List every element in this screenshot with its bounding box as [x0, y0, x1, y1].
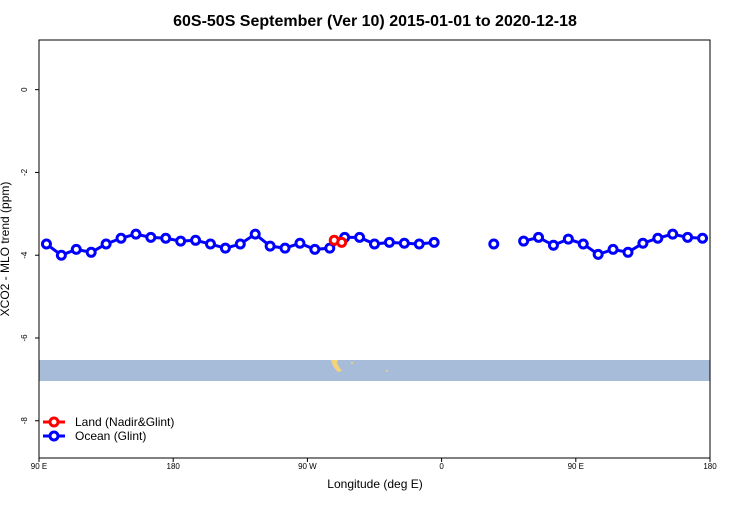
- land-shape: [351, 362, 353, 364]
- data-point: [145, 231, 157, 243]
- y-tick-label: -6: [20, 334, 29, 342]
- data-point: [369, 238, 380, 250]
- data-point: [279, 242, 291, 254]
- data-point: [234, 238, 246, 250]
- y-tick-label: 0: [20, 87, 29, 92]
- data-point: [697, 232, 709, 244]
- x-tick-label: 90 W: [298, 462, 317, 471]
- data-point: [488, 238, 500, 250]
- data-point: [294, 237, 306, 249]
- data-point: [592, 248, 604, 260]
- data-point: [428, 236, 440, 248]
- data-point: [219, 242, 231, 254]
- data-point: [175, 235, 187, 247]
- data-point: [70, 243, 82, 255]
- data-point: [518, 235, 530, 247]
- data-point: [547, 239, 559, 251]
- data-point: [264, 240, 276, 252]
- data-point: [100, 238, 112, 250]
- y-tick-label: -2: [20, 168, 29, 176]
- x-axis-label: Longitude (deg E): [327, 477, 422, 491]
- data-point: [667, 228, 679, 240]
- land-shape: [331, 360, 342, 372]
- legend-label: Ocean (Glint): [75, 429, 146, 443]
- data-point: [682, 231, 694, 243]
- data-point: [577, 238, 589, 250]
- x-tick-label: 90 E: [31, 462, 47, 471]
- data-point: [354, 231, 366, 243]
- data-point: [204, 238, 216, 250]
- legend-marker: [48, 430, 60, 442]
- data-point: [249, 228, 261, 240]
- data-point: [55, 249, 67, 261]
- data-point: [130, 228, 142, 240]
- chart-title: 60S-50S September (Ver 10) 2015-01-01 to…: [173, 13, 577, 30]
- legend-label: Land (Nadir&Glint): [75, 415, 174, 429]
- map-strip: [39, 360, 710, 381]
- y-tick-label: -4: [20, 251, 29, 259]
- data-point: [85, 246, 97, 258]
- legend-marker: [48, 416, 60, 428]
- data-point: [607, 243, 619, 255]
- y-axis-label: XCO2 - MLO trend (ppm): [0, 182, 12, 317]
- data-point: [160, 232, 172, 244]
- data-point: [383, 236, 395, 248]
- land-shape: [386, 370, 388, 372]
- data-point: [336, 236, 348, 248]
- data-point: [190, 234, 202, 246]
- plot-frame: [38, 39, 711, 459]
- x-tick-label: 180: [703, 462, 717, 471]
- data-point: [309, 243, 321, 255]
- data-point: [637, 237, 649, 249]
- data-point: [40, 238, 52, 250]
- data-point: [533, 231, 545, 243]
- data-point: [398, 237, 410, 249]
- y-tick-label: -8: [20, 417, 29, 425]
- data-point: [115, 232, 127, 244]
- x-tick-label: 90 E: [568, 462, 584, 471]
- x-tick-label: 180: [167, 462, 181, 471]
- x-tick-label: 0: [439, 462, 444, 471]
- data-point: [413, 238, 425, 250]
- data-point: [652, 232, 664, 244]
- data-point: [562, 233, 574, 245]
- data-point: [324, 242, 336, 254]
- data-point: [622, 246, 634, 258]
